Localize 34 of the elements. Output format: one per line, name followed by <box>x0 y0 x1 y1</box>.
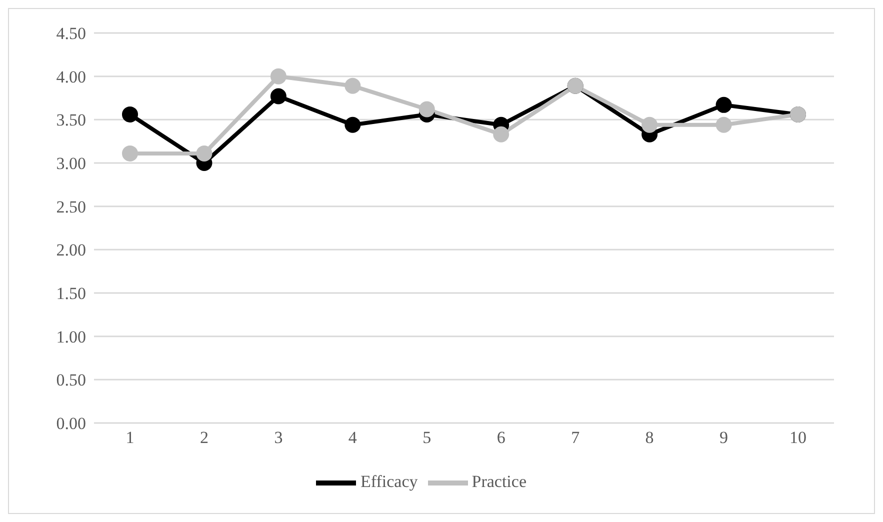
point <box>642 116 658 133</box>
point <box>493 126 510 142</box>
y-tick-label: 0.00 <box>56 414 86 434</box>
legend-label: Practice <box>472 472 526 491</box>
x-tick-label: 9 <box>720 428 728 448</box>
point <box>122 106 138 122</box>
y-tick-label: 1.50 <box>56 284 86 304</box>
x-tick-label: 7 <box>571 428 580 448</box>
legend-label: Efficacy <box>360 472 418 491</box>
y-tick-label: 2.00 <box>56 240 86 260</box>
y-tick-label: 3.00 <box>56 154 86 174</box>
y-tick-label: 1.00 <box>56 327 86 346</box>
point <box>270 68 286 84</box>
y-tick-label: 4.00 <box>56 67 86 86</box>
x-tick-label: 5 <box>422 428 432 448</box>
point <box>418 101 435 118</box>
x-tick-label: 10 <box>790 428 806 448</box>
x-tick-label: 2 <box>200 428 208 448</box>
point <box>196 145 212 162</box>
x-tick-label: 6 <box>496 428 506 448</box>
y-tick-label: 4.50 <box>56 24 86 44</box>
point <box>716 116 732 133</box>
point <box>344 116 361 133</box>
x-tick-label: 1 <box>126 428 134 448</box>
point <box>270 88 286 104</box>
x-tick-label: 4 <box>348 428 358 448</box>
point <box>344 78 361 94</box>
x-tick-label: 3 <box>274 428 283 448</box>
y-tick-label: 0.50 <box>56 370 86 390</box>
point <box>716 96 732 113</box>
point <box>122 145 138 162</box>
y-tick-label: 3.50 <box>56 110 86 130</box>
x-tick-label: 8 <box>645 428 654 448</box>
y-tick-label: 2.50 <box>56 197 86 216</box>
